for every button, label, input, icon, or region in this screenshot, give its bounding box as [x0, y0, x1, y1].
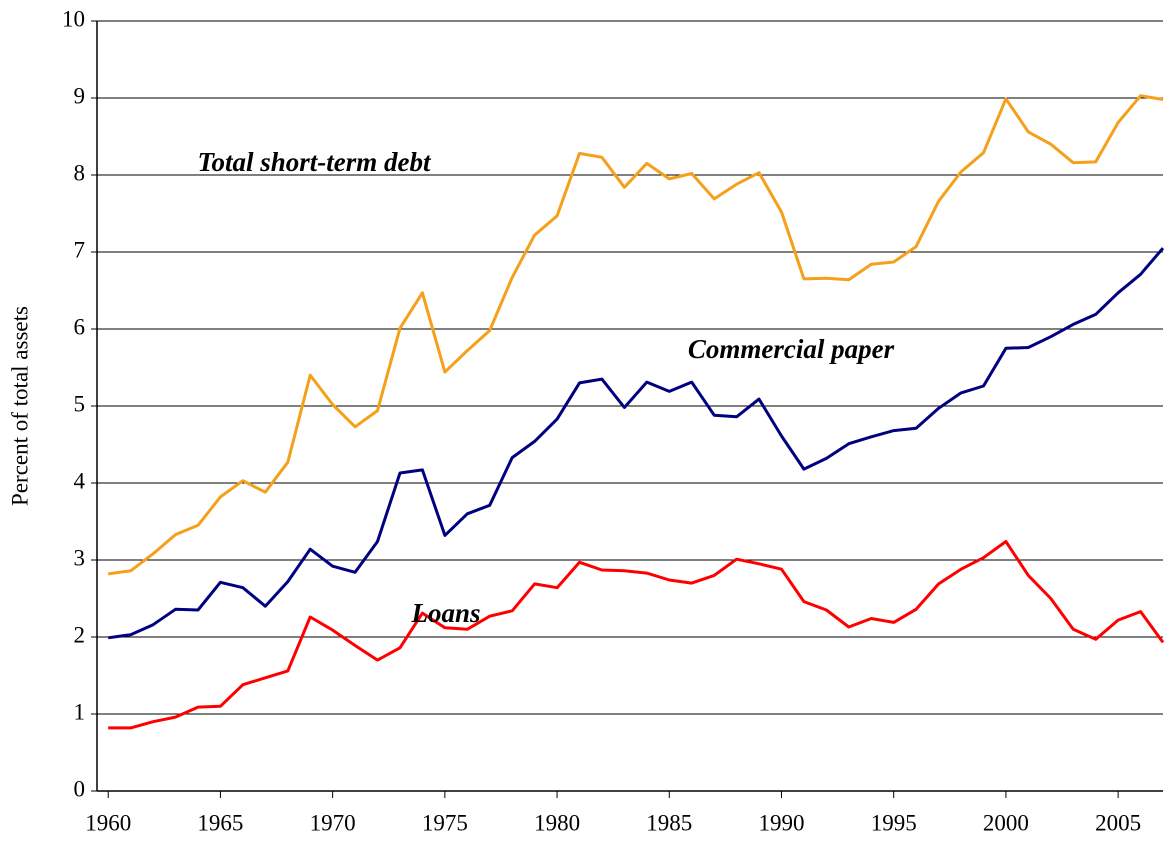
y-tick-label: 9	[74, 83, 86, 108]
y-tick-label: 8	[74, 160, 86, 185]
x-tick-label: 1960	[85, 810, 131, 835]
x-tick-label: 1975	[422, 810, 468, 835]
y-tick-label: 2	[74, 622, 86, 647]
series-label: Total short-term debt	[197, 147, 432, 177]
y-tick-label: 0	[74, 776, 86, 801]
x-tick-label: 1970	[310, 810, 356, 835]
series-line	[107, 247, 1165, 640]
y-axis-label: Percent of total assets	[7, 306, 32, 506]
y-tick-label: 7	[74, 237, 86, 262]
series-label: Commercial paper	[688, 334, 895, 364]
y-tick-label: 5	[74, 391, 86, 416]
y-tick-label: 4	[74, 468, 86, 493]
y-tick-label: 10	[62, 6, 85, 31]
x-tick-label: 1980	[534, 810, 580, 835]
y-tick-label: 1	[74, 699, 86, 724]
x-tick-label: 1990	[758, 810, 804, 835]
series-label: Loans	[410, 598, 480, 628]
x-tick-label: 2000	[983, 810, 1029, 835]
y-tick-label: 3	[74, 545, 86, 570]
series-line	[107, 94, 1164, 576]
x-tick-label: 2005	[1095, 810, 1141, 835]
x-tick-label: 1965	[197, 810, 243, 835]
y-tick-label: 6	[74, 314, 86, 339]
series-line	[108, 540, 1165, 730]
x-tick-label: 1995	[871, 810, 917, 835]
x-tick-label: 1985	[646, 810, 692, 835]
